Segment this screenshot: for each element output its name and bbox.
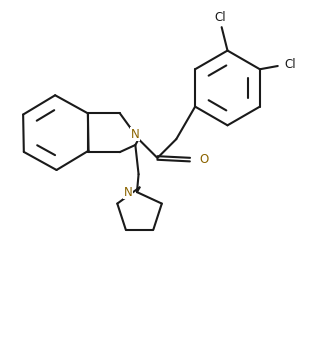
Text: N: N	[131, 128, 140, 141]
Text: Cl: Cl	[284, 58, 296, 71]
Text: Cl: Cl	[214, 11, 226, 24]
Text: N: N	[124, 186, 132, 199]
Text: O: O	[199, 153, 208, 166]
